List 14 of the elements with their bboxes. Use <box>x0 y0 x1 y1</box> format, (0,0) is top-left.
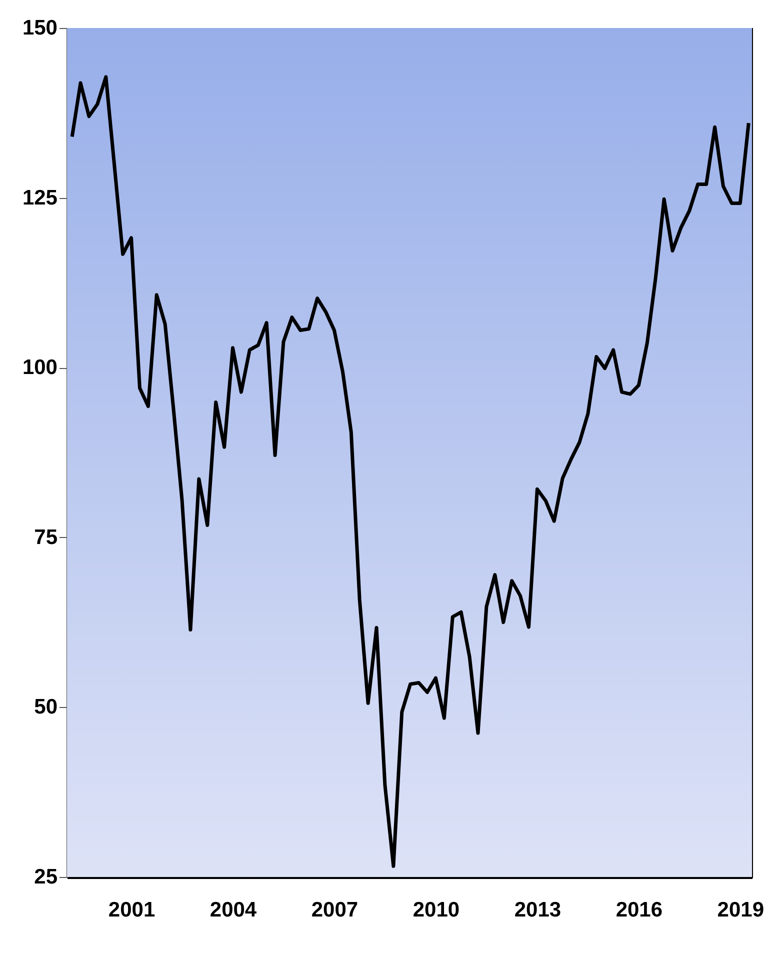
x-tick-label: 2004 <box>210 898 257 922</box>
x-tick-label: 2007 <box>311 898 358 922</box>
y-tick-label: 125 <box>22 186 58 210</box>
x-tick-label: 2001 <box>108 898 156 922</box>
x-tick-label: 2016 <box>616 898 663 922</box>
x-tick-label: 2010 <box>412 898 460 922</box>
line-series <box>70 75 750 868</box>
y-tick-label: 25 <box>34 866 58 888</box>
y-tick-label: 50 <box>34 696 58 719</box>
y-tick-label: 150 <box>22 16 58 40</box>
x-tick-label: 2013 <box>514 898 562 922</box>
x-tick-label: 2019 <box>717 898 764 922</box>
y-tick-label: 100 <box>22 356 58 380</box>
y-tick-label: 75 <box>34 526 58 549</box>
